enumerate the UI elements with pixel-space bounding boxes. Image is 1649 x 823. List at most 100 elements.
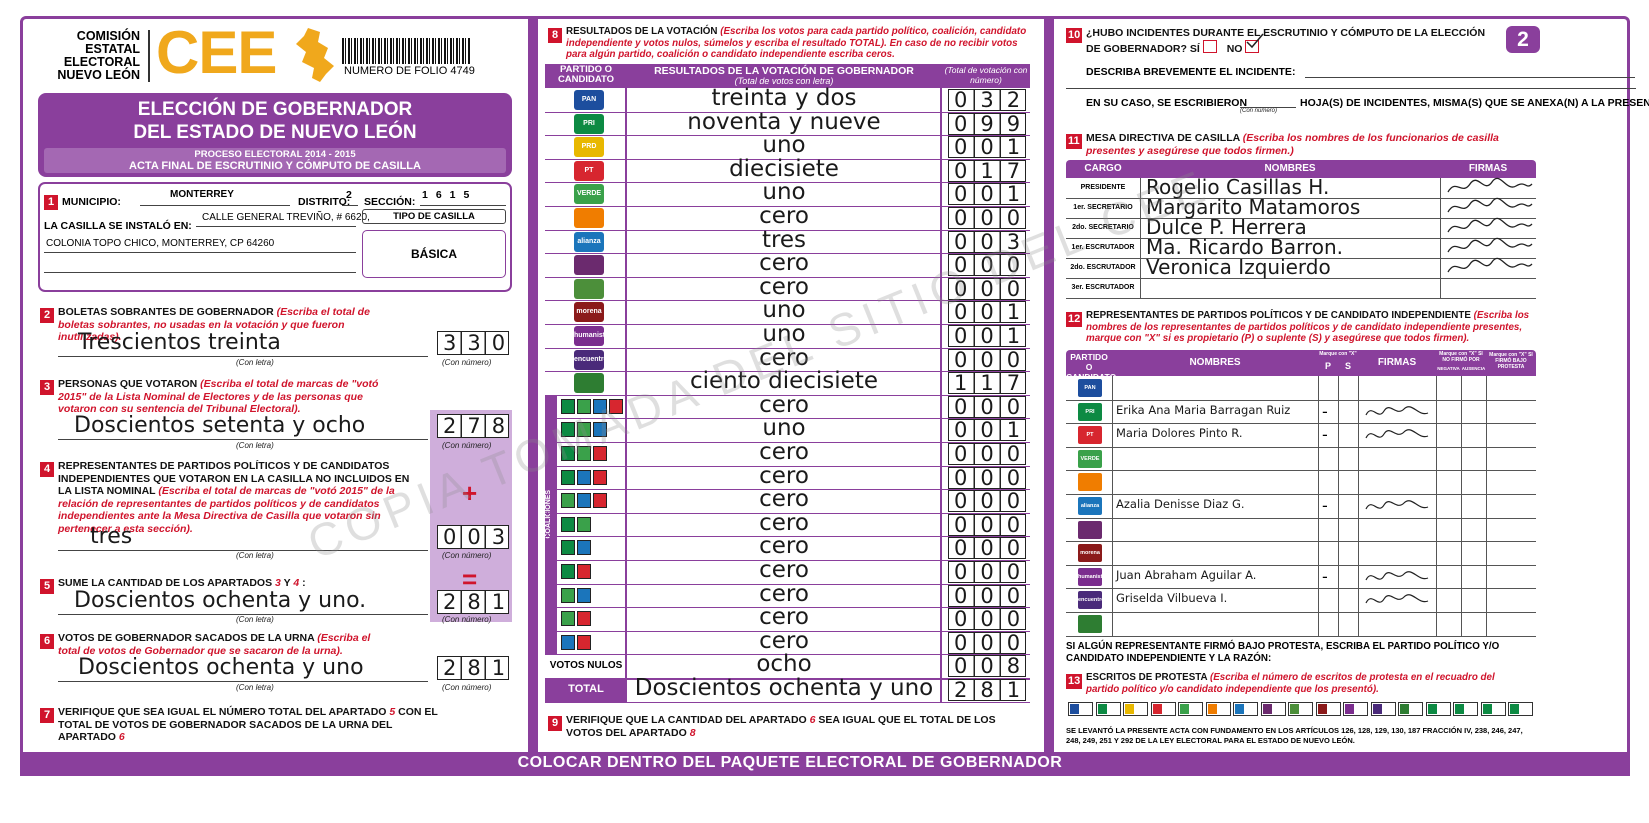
number-box: 000 xyxy=(948,443,1026,465)
section-number: 8 xyxy=(548,28,562,43)
number-box: 000 xyxy=(948,513,1026,536)
handwriting: ciento diecisiete xyxy=(689,368,879,395)
number-box: 281 xyxy=(948,679,1026,701)
party-logo xyxy=(1078,473,1102,492)
party-logo: PRI xyxy=(574,113,604,134)
party-logo xyxy=(577,446,591,461)
handwriting: cero xyxy=(759,627,809,654)
protest-box xyxy=(1398,702,1423,716)
rule xyxy=(545,583,1030,585)
party-logo xyxy=(561,446,575,461)
party-name: humanista xyxy=(1078,573,1102,580)
protest-box xyxy=(1150,702,1176,716)
party-logo xyxy=(561,587,575,603)
section-title: MESA DIRECTIVA DE CASILLA xyxy=(1086,132,1240,144)
party-logo xyxy=(1455,704,1464,714)
protest-note: SI ALGÚN REPRESENTANTE FIRMÓ BAJO PROTES… xyxy=(1066,640,1500,664)
check-mark xyxy=(1246,33,1264,48)
rule xyxy=(545,300,1030,302)
handwriting: Dulce P. Herrera xyxy=(1146,215,1307,239)
number-box: 001 xyxy=(948,183,1026,206)
col-header: P xyxy=(1324,361,1331,371)
protest-box xyxy=(1425,702,1451,716)
party-logo: encuentro social xyxy=(574,349,604,370)
rule xyxy=(545,442,1030,443)
instruction: RESULTADOS DE LA VOTACIÓN (Escriba los v… xyxy=(566,26,1028,61)
question: ¿HUBO INCIDENTES DURANTE EL ESCRUTINIO Y… xyxy=(1086,27,1486,55)
col-header: PARTIDO O CANDIDATO xyxy=(557,64,615,85)
protest-box xyxy=(1205,702,1231,716)
reference: 5 xyxy=(389,706,396,718)
instruction-note: (Escriba el número de escritos de protes… xyxy=(1086,672,1495,695)
party-logo xyxy=(577,516,591,532)
number-box: 099 xyxy=(948,112,1026,135)
party-logo: morena xyxy=(574,302,604,323)
rule xyxy=(545,536,1030,538)
col-header: NEGATIVA xyxy=(1437,366,1460,371)
protest-box xyxy=(1508,702,1533,716)
org-name: ESTATAL xyxy=(85,42,140,56)
party-logo xyxy=(593,446,607,461)
rule xyxy=(44,252,356,253)
state-map xyxy=(296,28,334,82)
party-logo xyxy=(1372,704,1382,714)
col-header: FIRMAS xyxy=(1468,163,1508,174)
handwriting: Doscientos ochenta y uno xyxy=(634,675,934,701)
party-logo: PRI xyxy=(1078,402,1102,421)
number-box: 003 xyxy=(948,230,1026,253)
party-logo xyxy=(577,611,591,627)
party-name: PAN xyxy=(581,96,597,103)
party-name: PT xyxy=(584,166,594,174)
protest-box xyxy=(1370,702,1396,716)
rule xyxy=(1066,298,1536,299)
handwriting: cero xyxy=(759,344,809,371)
party-logo xyxy=(1510,704,1519,714)
rule xyxy=(1240,107,1296,108)
party-logo xyxy=(577,634,591,650)
handwriting: uno xyxy=(762,179,806,206)
legal: SE LEVANTÓ LA PRESENTE ACTA CON FUNDAMEN… xyxy=(1066,726,1523,745)
party-logo xyxy=(1262,704,1272,714)
party-logo: humanista xyxy=(1078,567,1102,586)
section-title: REPRESENTANTES DE PARTIDOS POLÍTICOS Y D… xyxy=(1086,310,1471,321)
number-box: 000 xyxy=(948,395,1026,418)
instruction: ¿HUBO INCIDENTES DURANTE EL ESCRUTINIO Y… xyxy=(1086,27,1486,55)
handwriting: cero xyxy=(759,557,809,583)
party-name: encuentro social xyxy=(1078,597,1102,604)
value: CALLE GENERAL TREVIÑO, # 6620, xyxy=(202,212,370,223)
number-box: 001 xyxy=(948,419,1026,442)
rule xyxy=(1066,88,1636,89)
rule xyxy=(545,206,1030,207)
rule xyxy=(545,324,1030,325)
cargo: 1er. SECRETARIO xyxy=(1073,204,1133,211)
mark: - xyxy=(1322,401,1328,421)
instruction: REPRESENTANTES DE PARTIDOS POLÍTICOS Y D… xyxy=(1086,310,1536,345)
party-logo xyxy=(1180,704,1189,714)
col-header: Marque con "X" SI FIRMÓ BAJO PROTESTA xyxy=(1489,352,1533,370)
instruction: PERSONAS QUE VOTARON (Escriba el total d… xyxy=(58,378,403,416)
rule xyxy=(1066,446,1536,448)
col-header: NOMBRES xyxy=(1189,357,1241,368)
instruction: MESA DIRECTIVA DE CASILLA (Escriba los n… xyxy=(1086,132,1536,157)
signature xyxy=(1447,197,1533,213)
label: (Con letra) xyxy=(236,441,274,450)
sum-column xyxy=(430,410,512,622)
handwriting: cero xyxy=(759,462,809,489)
option: NO xyxy=(1226,42,1243,55)
instruction: BOLETAS SOBRANTES DE GOBERNADOR (Escriba… xyxy=(58,306,398,344)
protest-box xyxy=(1095,702,1121,716)
rule xyxy=(545,394,1030,396)
handwriting: Doscientos ochenta y uno xyxy=(78,655,364,680)
label: DESCRIBA BREVEMENTE EL INCIDENTE: xyxy=(1086,66,1296,78)
number-box: 008 xyxy=(948,655,1026,678)
protest-box xyxy=(1123,702,1148,716)
party-logo xyxy=(577,398,591,414)
party-logo: PRD xyxy=(574,137,604,158)
footer-band xyxy=(20,752,1630,776)
party-logo xyxy=(574,278,604,299)
rule xyxy=(545,276,1030,278)
section-number: 12 xyxy=(1066,312,1083,327)
text: : xyxy=(302,577,306,589)
rule xyxy=(1461,376,1462,636)
rule xyxy=(545,701,1030,704)
